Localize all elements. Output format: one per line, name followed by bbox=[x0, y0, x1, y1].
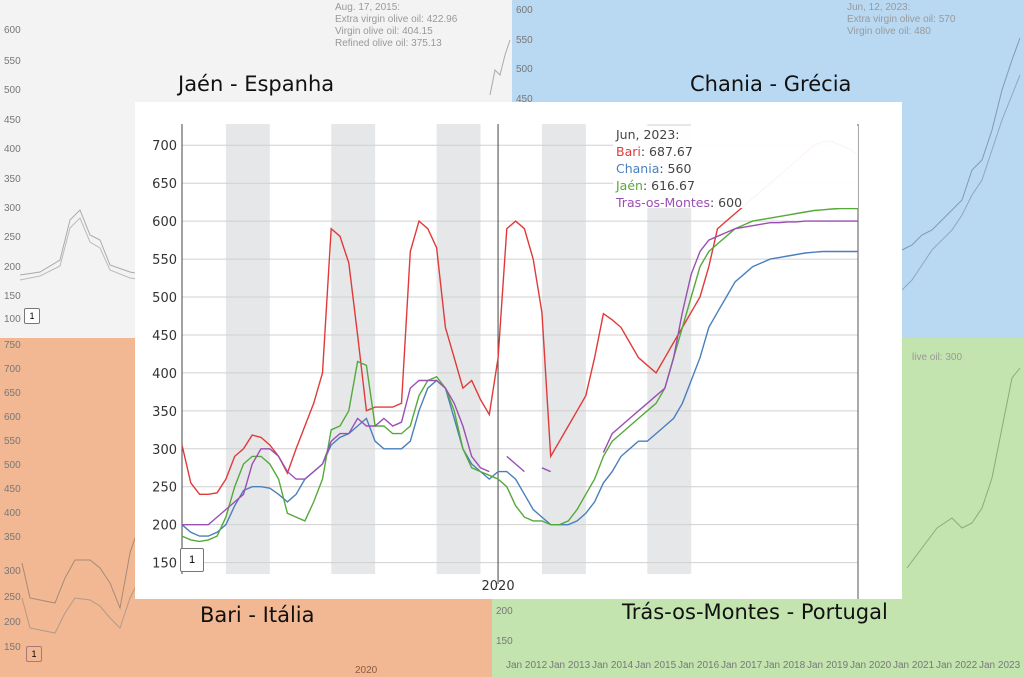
bg-xtick: Jan 2022 bbox=[936, 660, 978, 671]
bg-xtick: Jan 2017 bbox=[721, 660, 763, 671]
y-tick-label: 600 bbox=[152, 215, 177, 230]
bg-ytick: 750 bbox=[4, 340, 21, 351]
region-label-jaen: Jaén - Espanha bbox=[178, 72, 335, 96]
shaded-band bbox=[436, 124, 481, 574]
y-tick-label: 350 bbox=[152, 405, 177, 420]
x-tick-label: 2020 bbox=[482, 579, 515, 594]
tooltip-label-jaen: Jaén bbox=[616, 178, 643, 193]
bg-tooltip-line: Refined olive oil: 375.13 bbox=[335, 38, 442, 49]
shaded-band bbox=[541, 124, 586, 574]
tooltip-date: Jun, 2023: bbox=[616, 127, 680, 142]
bg-ytick: 400 bbox=[4, 508, 21, 519]
bg-xtick: Jan 2013 bbox=[549, 660, 591, 671]
bg-ytick: 500 bbox=[516, 64, 533, 75]
bg-chart-bari bbox=[21, 537, 136, 634]
bg-ytick: 300 bbox=[4, 203, 21, 214]
bg-chart-jaen bbox=[19, 39, 511, 282]
bg-ytick: 500 bbox=[4, 460, 21, 471]
region-label-tras: Trás-os-Montes - Portugal bbox=[622, 600, 888, 624]
main-tooltip: Jun, 2023: Bari: 687.67 Chania: 560 Jaén… bbox=[613, 126, 858, 211]
bg-zoom-box: 1 bbox=[26, 646, 42, 662]
tooltip-value-chania: : 560 bbox=[659, 161, 692, 176]
bg-ytick: 450 bbox=[4, 115, 21, 126]
tooltip-row-chania: Chania: 560 bbox=[616, 160, 858, 177]
bg-xtick: Jan 2014 bbox=[592, 660, 634, 671]
series-line-chania bbox=[181, 250, 858, 537]
bg-xtick: Jan 2023 bbox=[979, 660, 1021, 671]
bg-tooltip-line: Virgin olive oil: 480 bbox=[847, 26, 931, 37]
bg-tooltip-line: Extra virgin olive oil: 570 bbox=[847, 14, 956, 25]
bg-ytick: 600 bbox=[516, 5, 533, 16]
bg-ytick: 350 bbox=[4, 174, 21, 185]
bg-tooltip-line: Jun, 12, 2023: bbox=[847, 2, 911, 13]
bg-ytick: 200 bbox=[496, 606, 513, 617]
bg-ytick: 250 bbox=[4, 592, 21, 603]
bg-ytick: 700 bbox=[4, 364, 21, 375]
tooltip-label-tras: Tras-os-Montes bbox=[616, 195, 710, 210]
bg-ytick: 200 bbox=[4, 617, 21, 628]
bg-ytick: 150 bbox=[4, 291, 21, 302]
tooltip-value-tras: : 600 bbox=[709, 195, 743, 210]
bg-tooltip-line: Extra virgin olive oil: 422.96 bbox=[335, 14, 458, 25]
bg-ytick: 150 bbox=[4, 642, 21, 653]
bg-ytick: 550 bbox=[4, 436, 21, 447]
bg-ytick: 300 bbox=[4, 566, 21, 577]
bg-ytick: 150 bbox=[496, 636, 513, 647]
tooltip-label-bari: Bari bbox=[616, 144, 641, 159]
main-chart[interactable]: 150 200 250 300 350 400 450 500 550 600 650 700 2020 bbox=[135, 102, 902, 599]
bg-ytick: 350 bbox=[4, 532, 21, 543]
bg-ytick: 250 bbox=[4, 232, 21, 243]
y-tick-label: 450 bbox=[152, 329, 177, 344]
bg-chart-chania bbox=[901, 37, 1021, 291]
bg-xtick: Jan 2012 bbox=[506, 660, 548, 671]
bg-ytick: 400 bbox=[4, 144, 21, 155]
y-tick-label: 700 bbox=[152, 139, 177, 154]
bg-chart-tras bbox=[906, 367, 1021, 569]
zoom-box[interactable]: 1 bbox=[180, 548, 204, 572]
bg-ytick: 550 bbox=[516, 35, 533, 46]
shaded-band bbox=[331, 124, 376, 574]
tooltip-row-bari: Bari: 687.67 bbox=[616, 143, 858, 160]
bg-xtick: Jan 2019 bbox=[807, 660, 849, 671]
bg-tooltip-line: Virgin olive oil: 404.15 bbox=[335, 26, 433, 37]
bg-xtick: Jan 2021 bbox=[893, 660, 935, 671]
bg-xtick: Jan 2018 bbox=[764, 660, 806, 671]
tooltip-row-jaen: Jaén: 616.67 bbox=[616, 177, 858, 194]
bg-ytick: 450 bbox=[516, 94, 533, 105]
y-tick-label: 550 bbox=[152, 253, 177, 268]
bg-ytick: 650 bbox=[4, 388, 21, 399]
tooltip-label-chania: Chania bbox=[616, 161, 660, 176]
bg-xtick: Jan 2016 bbox=[678, 660, 720, 671]
shaded-band bbox=[225, 124, 270, 574]
tooltip-row-tras: Tras-os-Montes: 600 bbox=[616, 194, 858, 211]
y-tick-label: 150 bbox=[152, 557, 177, 572]
bg-ytick: 550 bbox=[4, 56, 21, 67]
bg-xtick: Jan 2020 bbox=[850, 660, 892, 671]
bg-zoom-box: 1 bbox=[24, 308, 40, 324]
bg-tooltip-tras: live oil: 300 bbox=[912, 352, 963, 363]
region-label-bari: Bari - Itália bbox=[200, 603, 315, 627]
bg-ytick: 500 bbox=[4, 85, 21, 96]
y-tick-label: 250 bbox=[152, 481, 177, 496]
bg-tooltip-chania: Jun, 12, 2023: Extra virgin olive oil: 5… bbox=[847, 2, 955, 38]
bg-tooltip-line: Aug. 17, 2015: bbox=[335, 2, 401, 13]
bg-ytick: 200 bbox=[4, 262, 21, 273]
bg-ytick: 100 bbox=[4, 314, 21, 325]
bg-ytick: 600 bbox=[4, 25, 21, 36]
y-tick-label: 300 bbox=[152, 443, 177, 458]
series-line-ja-n bbox=[181, 207, 858, 543]
bg-tooltip-jaen: Aug. 17, 2015: Extra virgin olive oil: 4… bbox=[335, 2, 457, 50]
y-tick-label: 500 bbox=[152, 291, 177, 306]
tooltip-value-bari: : 687.67 bbox=[640, 144, 693, 159]
bg-ytick: 600 bbox=[4, 412, 21, 423]
region-label-chania: Chania - Grécia bbox=[690, 72, 852, 96]
y-tick-label: 200 bbox=[152, 519, 177, 534]
series-line-tras-os-montes bbox=[182, 220, 858, 526]
bg-xtick: 2020 bbox=[355, 665, 378, 676]
y-tick-label: 400 bbox=[152, 367, 177, 382]
tooltip-value-jaen: : 616.67 bbox=[642, 178, 695, 193]
y-tick-label: 650 bbox=[152, 177, 177, 192]
bg-xtick: Jan 2015 bbox=[635, 660, 677, 671]
bg-ytick: 450 bbox=[4, 484, 21, 495]
